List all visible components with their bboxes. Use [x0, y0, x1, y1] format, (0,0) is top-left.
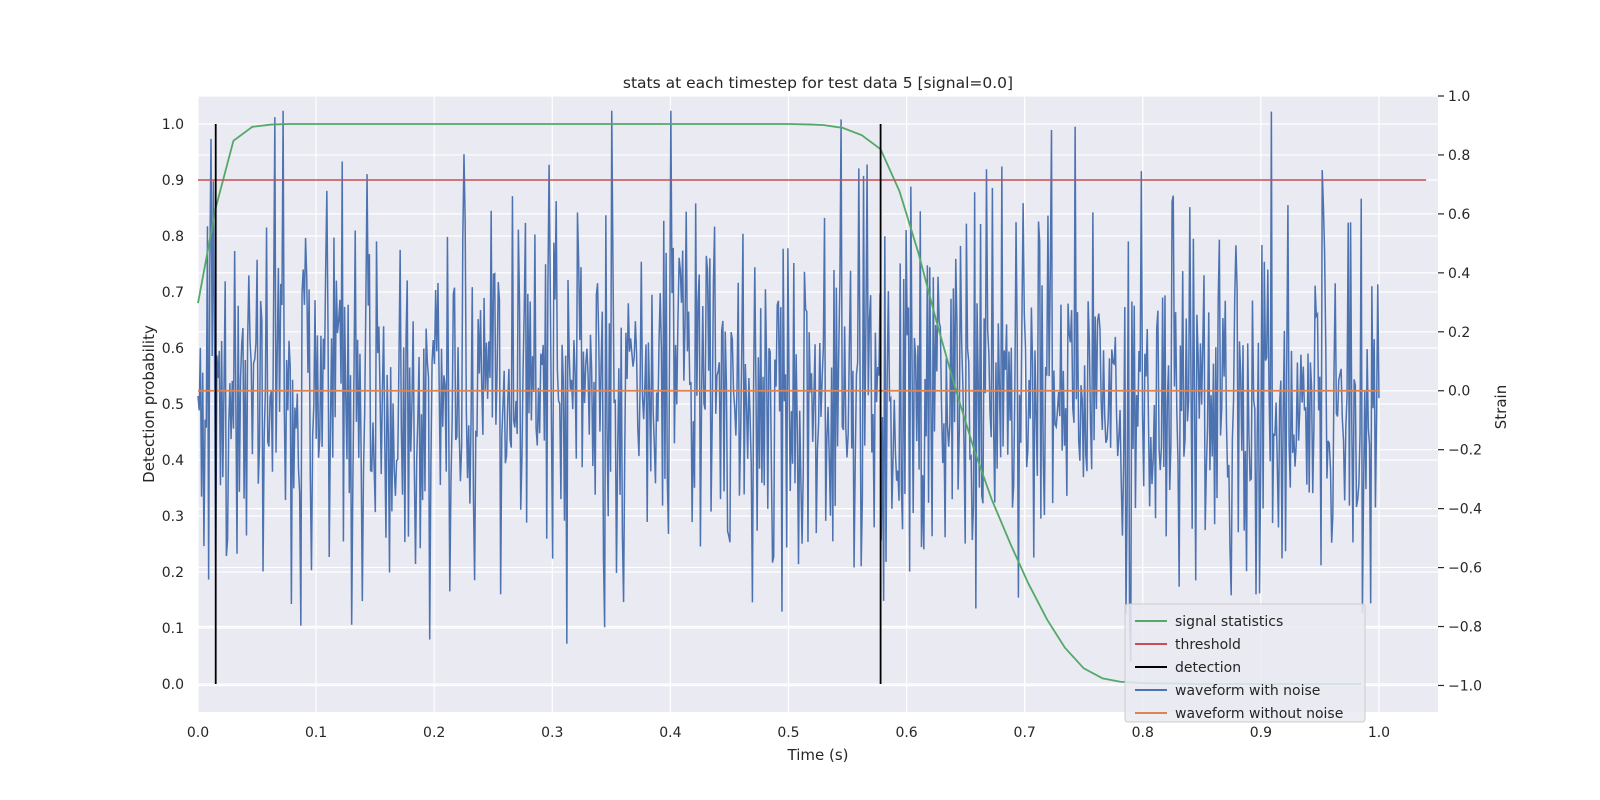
chart-title: stats at each timestep for test data 5 [… — [623, 74, 1013, 92]
legend-entry: waveform with noise — [1175, 683, 1320, 699]
x-tick-label: 0.5 — [777, 725, 799, 741]
y2-tick-label: 0.6 — [1448, 207, 1470, 223]
y2-tick-label: 0.2 — [1448, 325, 1470, 341]
x-tick-label: 0.2 — [423, 725, 445, 741]
y-tick-label: 0.3 — [162, 509, 184, 525]
legend: signal statistics threshold detection wavef… — [1124, 603, 1366, 723]
y-tick-label: 0.4 — [162, 453, 184, 469]
y-tick-label: 1.0 — [162, 117, 184, 133]
y2-tick-label: −1.0 — [1448, 678, 1482, 694]
y2-tick-label: −0.2 — [1448, 443, 1482, 459]
x-tick-label: 0.4 — [659, 725, 681, 741]
y2-tick-label: −0.4 — [1448, 502, 1482, 518]
x-tick-label: 1.0 — [1368, 725, 1390, 741]
x-axis-ticks: 0.0 0.1 0.2 0.3 0.4 0.5 0.6 0.7 0.8 0.9 1.0 — [187, 725, 1390, 741]
x-tick-label: 0.8 — [1132, 725, 1154, 741]
legend-entry: waveform without noise — [1175, 706, 1343, 722]
y2-tick-label: −0.6 — [1448, 561, 1482, 577]
legend-entry: detection — [1175, 660, 1241, 676]
y2-axis-label: Strain — [1492, 385, 1510, 429]
y2-tick-label: −0.8 — [1448, 620, 1482, 636]
y2-tick-label: 1.0 — [1448, 89, 1470, 105]
x-tick-label: 0.6 — [895, 725, 917, 741]
x-tick-label: 0.1 — [305, 725, 327, 741]
y-axis-ticks: 0.0 0.1 0.2 0.3 0.4 0.5 0.6 0.7 0.8 0.9 1.0 — [162, 117, 184, 693]
x-tick-label: 0.0 — [187, 725, 209, 741]
y2-tick-label: 0.4 — [1448, 266, 1470, 282]
y2-tick-label: 0.0 — [1448, 384, 1470, 400]
y-tick-label: 0.6 — [162, 341, 184, 357]
x-tick-label: 0.7 — [1014, 725, 1036, 741]
y-axis-label: Detection probability — [140, 325, 158, 483]
legend-entry: threshold — [1175, 637, 1241, 653]
y-tick-label: 0.0 — [162, 677, 184, 693]
x-tick-label: 0.3 — [541, 725, 563, 741]
series-waveform-with-noise — [197, 110, 1380, 662]
x-tick-label: 0.9 — [1250, 725, 1272, 741]
legend-box — [1124, 603, 1366, 723]
y-tick-label: 0.7 — [162, 285, 184, 301]
y-tick-label: 0.9 — [162, 173, 184, 189]
y-tick-label: 0.8 — [162, 229, 184, 245]
y-tick-label: 0.5 — [162, 397, 184, 413]
y2-axis-ticks: −1.0 −0.8 −0.6 −0.4 −0.2 0.0 0.2 0.4 0.6 0.8 1.0 — [1438, 89, 1482, 694]
y2-tick-label: 0.8 — [1448, 148, 1470, 164]
y-tick-label: 0.1 — [162, 621, 184, 637]
x-axis-label: Time (s) — [787, 746, 849, 764]
y-tick-label: 0.2 — [162, 565, 184, 581]
legend-entry: signal statistics — [1175, 614, 1283, 630]
